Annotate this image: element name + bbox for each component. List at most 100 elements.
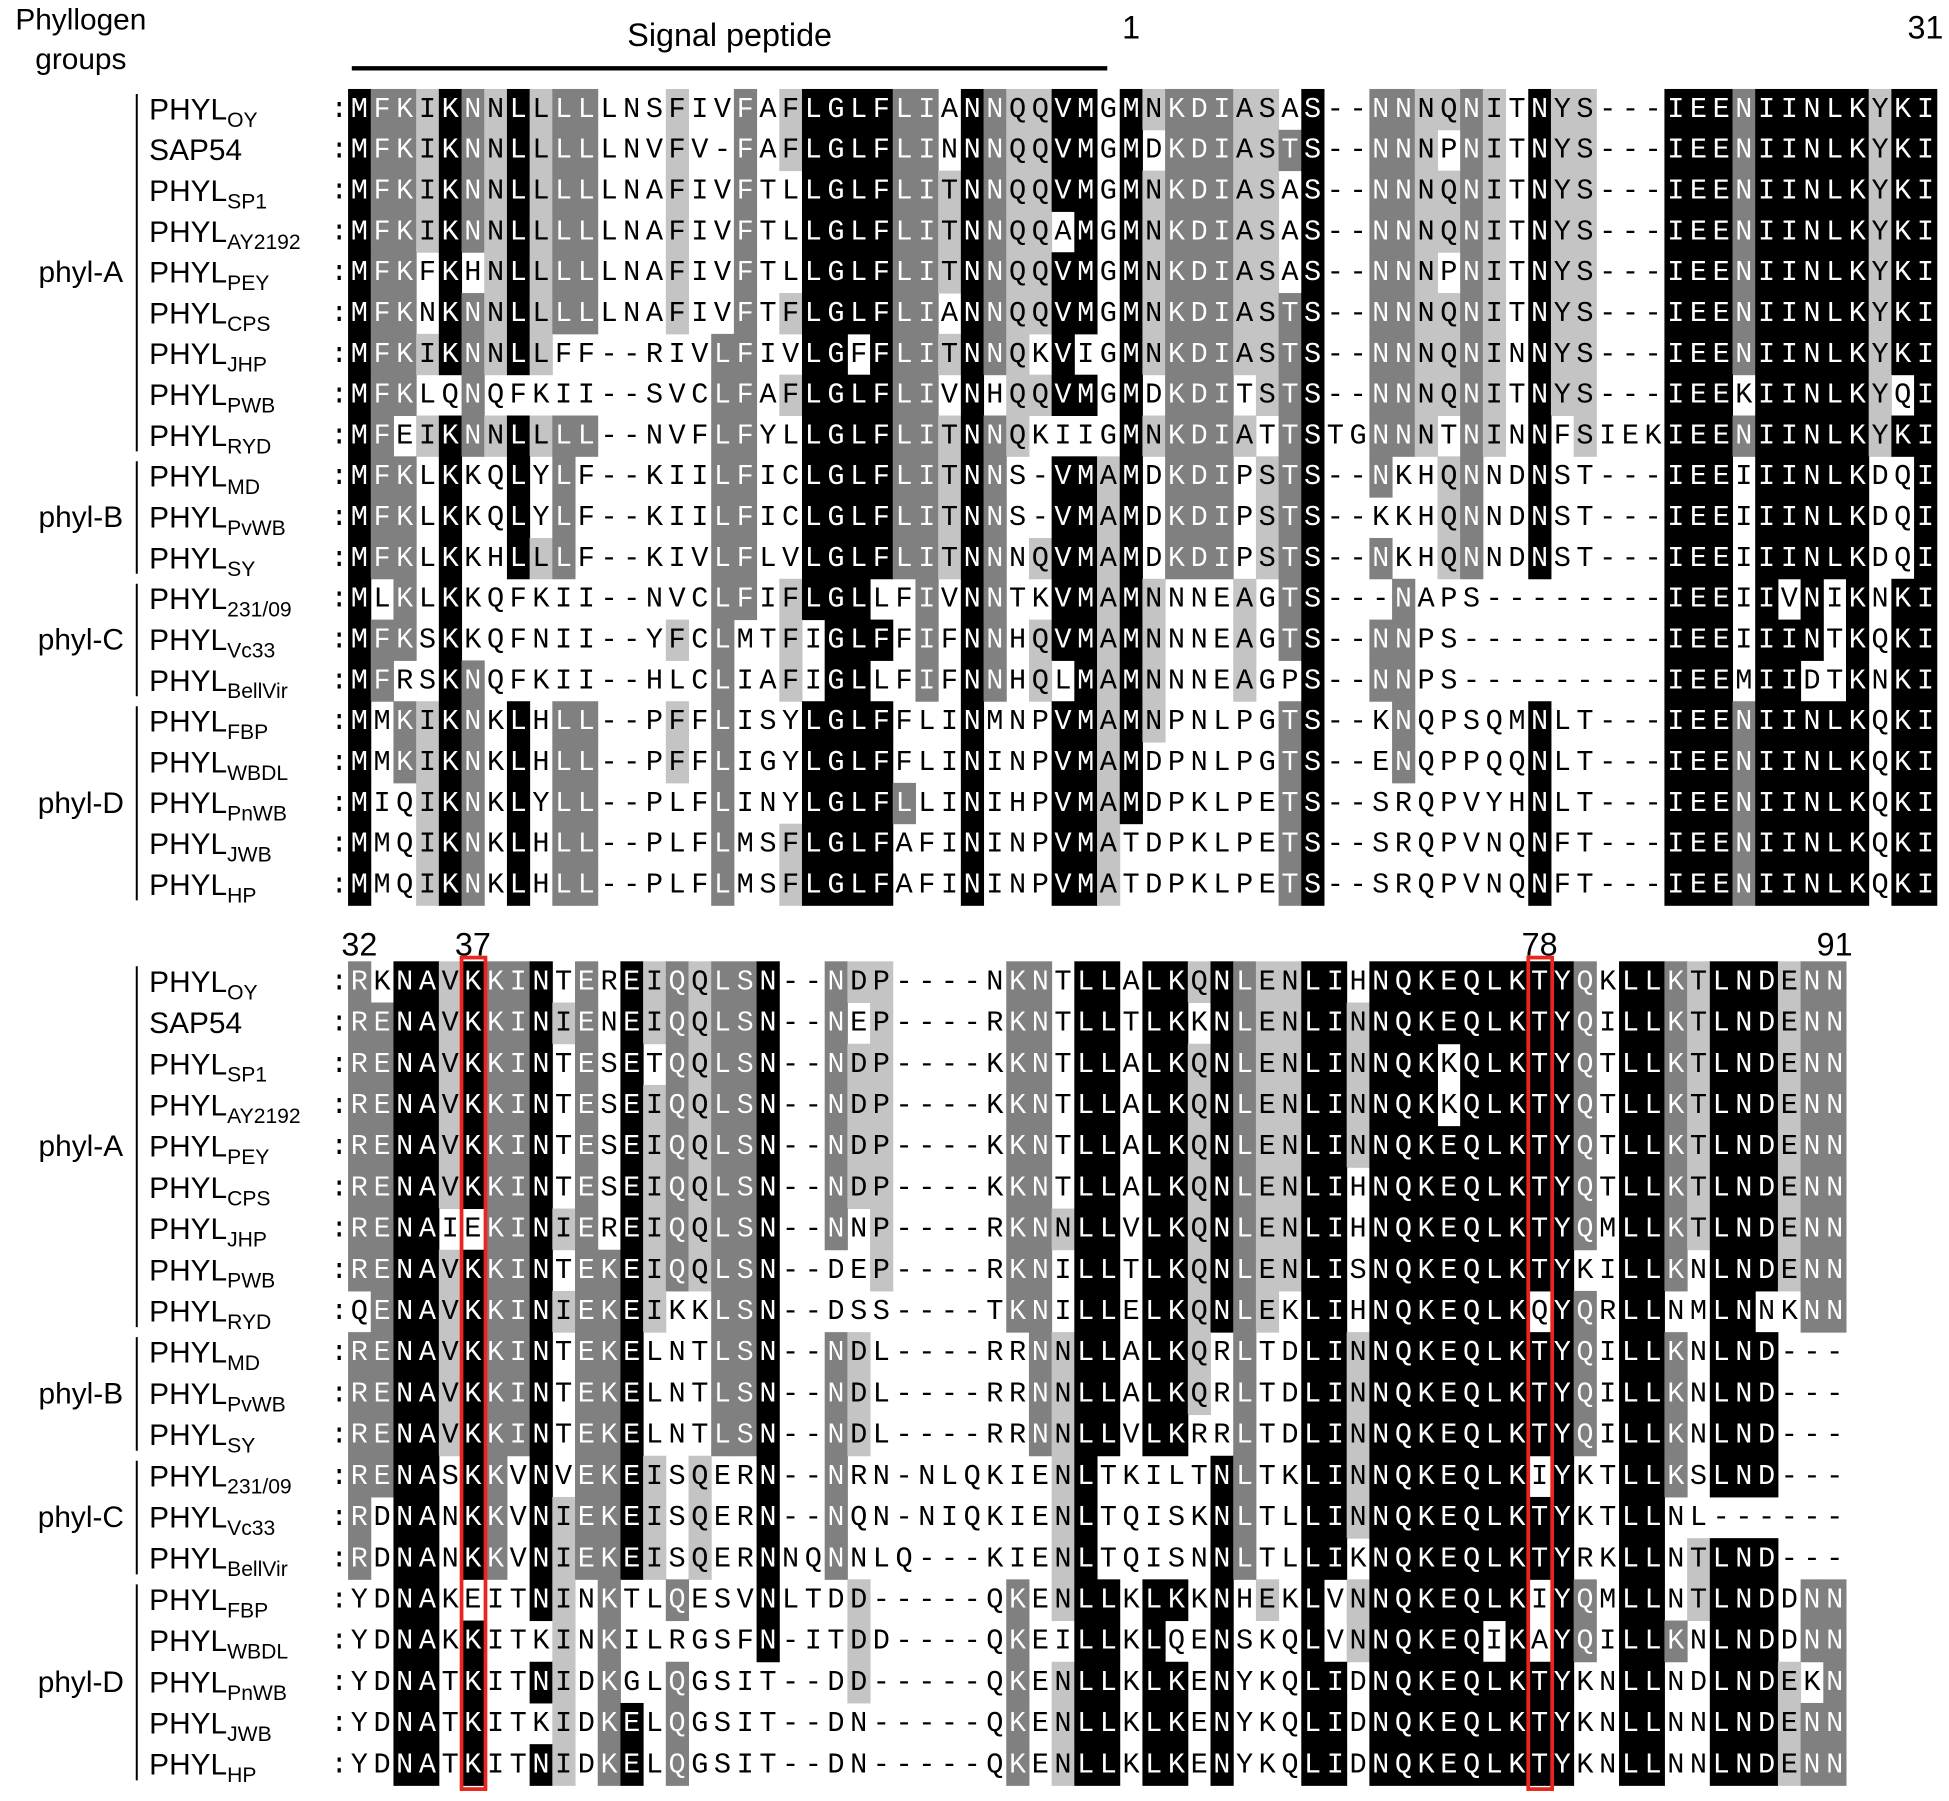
residue-shade xyxy=(1006,170,1030,212)
residue-shade xyxy=(438,211,463,253)
residue-shade xyxy=(1233,660,1257,702)
name-base: PHYL xyxy=(149,1666,227,1699)
residue-shade xyxy=(1255,88,1280,131)
residue-shade xyxy=(575,864,599,906)
residue-shade xyxy=(506,415,531,457)
residue-shade xyxy=(348,742,372,784)
residue-shade xyxy=(915,170,939,212)
residue-shade xyxy=(506,742,531,784)
residue-shade xyxy=(393,333,417,376)
sequence-name: PHYLPvWB xyxy=(149,501,286,539)
residue-shade xyxy=(1823,742,1847,784)
position-label: 1 xyxy=(1122,9,1140,45)
residue-shade xyxy=(1369,170,1393,212)
residue-shade xyxy=(1914,170,1938,212)
residue-shade xyxy=(1664,252,1688,294)
name-base: PHYL xyxy=(149,746,227,779)
residue-shade xyxy=(824,293,848,335)
residue-shade xyxy=(1210,88,1234,131)
residue-shade xyxy=(1278,537,1302,580)
residue-shade xyxy=(1687,211,1711,253)
residue-shade xyxy=(1051,170,1075,212)
residue-shade xyxy=(1528,742,1552,784)
residue-shade xyxy=(1891,415,1915,457)
residue-shade xyxy=(575,293,599,335)
name-base: PHYL xyxy=(149,542,227,575)
residue-shade xyxy=(1709,415,1734,457)
residue-shade xyxy=(506,864,531,906)
residue-shade xyxy=(1687,619,1711,661)
residue-shade xyxy=(1777,129,1802,172)
residue-shade xyxy=(1301,88,1325,131)
residue-shade xyxy=(393,456,417,498)
sequence-name: PHYLHP xyxy=(149,1749,256,1787)
separator: : xyxy=(331,1707,348,1740)
sequence-name: PHYLJWB xyxy=(149,828,271,866)
residue-shade xyxy=(1097,660,1121,702)
residue-shade xyxy=(461,864,485,906)
residue-shade xyxy=(461,742,485,784)
residue-shade xyxy=(847,252,871,294)
name-sub: OY xyxy=(227,981,257,1004)
residue-shade xyxy=(665,129,689,172)
name-sub: PWB xyxy=(227,1270,275,1293)
residue-shade xyxy=(1777,211,1802,253)
residue-shade xyxy=(938,252,962,294)
residue-shade xyxy=(438,660,463,702)
residue-shade xyxy=(870,333,894,376)
residue-shade xyxy=(1233,619,1257,661)
residue-shade xyxy=(733,129,758,172)
residue-shade xyxy=(1392,374,1416,417)
residue-shade xyxy=(733,456,758,498)
name-sub: CPS xyxy=(227,313,270,336)
residue-shade xyxy=(1187,497,1212,539)
residue-shade xyxy=(552,456,576,498)
residue-shade xyxy=(348,782,372,825)
separator: : xyxy=(331,705,348,738)
residue-shade xyxy=(892,456,916,498)
residue-shade xyxy=(1119,742,1143,784)
name-base: PHYL xyxy=(149,1543,227,1576)
residue-shade xyxy=(847,129,871,172)
residue-shade xyxy=(892,497,916,539)
residue-shade xyxy=(1664,415,1688,457)
residue-shade xyxy=(733,293,758,335)
residue-shade xyxy=(348,537,372,580)
residue-shade xyxy=(1369,619,1393,661)
residue-shade xyxy=(1097,864,1121,906)
residue-shade xyxy=(1777,293,1802,335)
residue-shade xyxy=(824,864,848,906)
name-base: PHYL xyxy=(149,175,227,208)
residue-shade xyxy=(1891,252,1915,294)
residue-shade xyxy=(892,537,916,580)
residue-shade xyxy=(1074,293,1098,335)
residue-shade xyxy=(438,252,463,294)
name-sub: PnWB xyxy=(227,803,287,826)
name-sub: AY2192 xyxy=(227,231,301,254)
residue-shade xyxy=(1687,333,1711,376)
residue-shade xyxy=(847,660,871,702)
residue-shade xyxy=(1097,497,1121,539)
name-base: PHYL xyxy=(149,1213,227,1246)
residue-shade xyxy=(960,211,985,253)
residue-shade xyxy=(779,578,803,621)
residue-shade xyxy=(1278,742,1302,784)
separator: : xyxy=(331,1171,348,1204)
residue-shade xyxy=(1233,129,1257,172)
residue-shade xyxy=(824,578,848,621)
residue-shade xyxy=(1777,782,1802,825)
group-label: phyl-A xyxy=(39,1130,124,1163)
residue-shade xyxy=(1914,701,1938,743)
name-base: PHYL xyxy=(149,1625,227,1658)
residue-shade xyxy=(1074,497,1098,539)
residue-shade xyxy=(1868,88,1892,131)
residue-shade xyxy=(1142,211,1166,253)
residue-shade xyxy=(370,660,394,702)
residue-shade xyxy=(801,578,826,621)
separator: : xyxy=(331,338,348,371)
residue-shade xyxy=(1165,211,1189,253)
residue-shade xyxy=(1301,578,1325,621)
residue-shade xyxy=(847,170,871,212)
residue-shade xyxy=(1687,293,1711,335)
residue-shade xyxy=(1914,537,1938,580)
